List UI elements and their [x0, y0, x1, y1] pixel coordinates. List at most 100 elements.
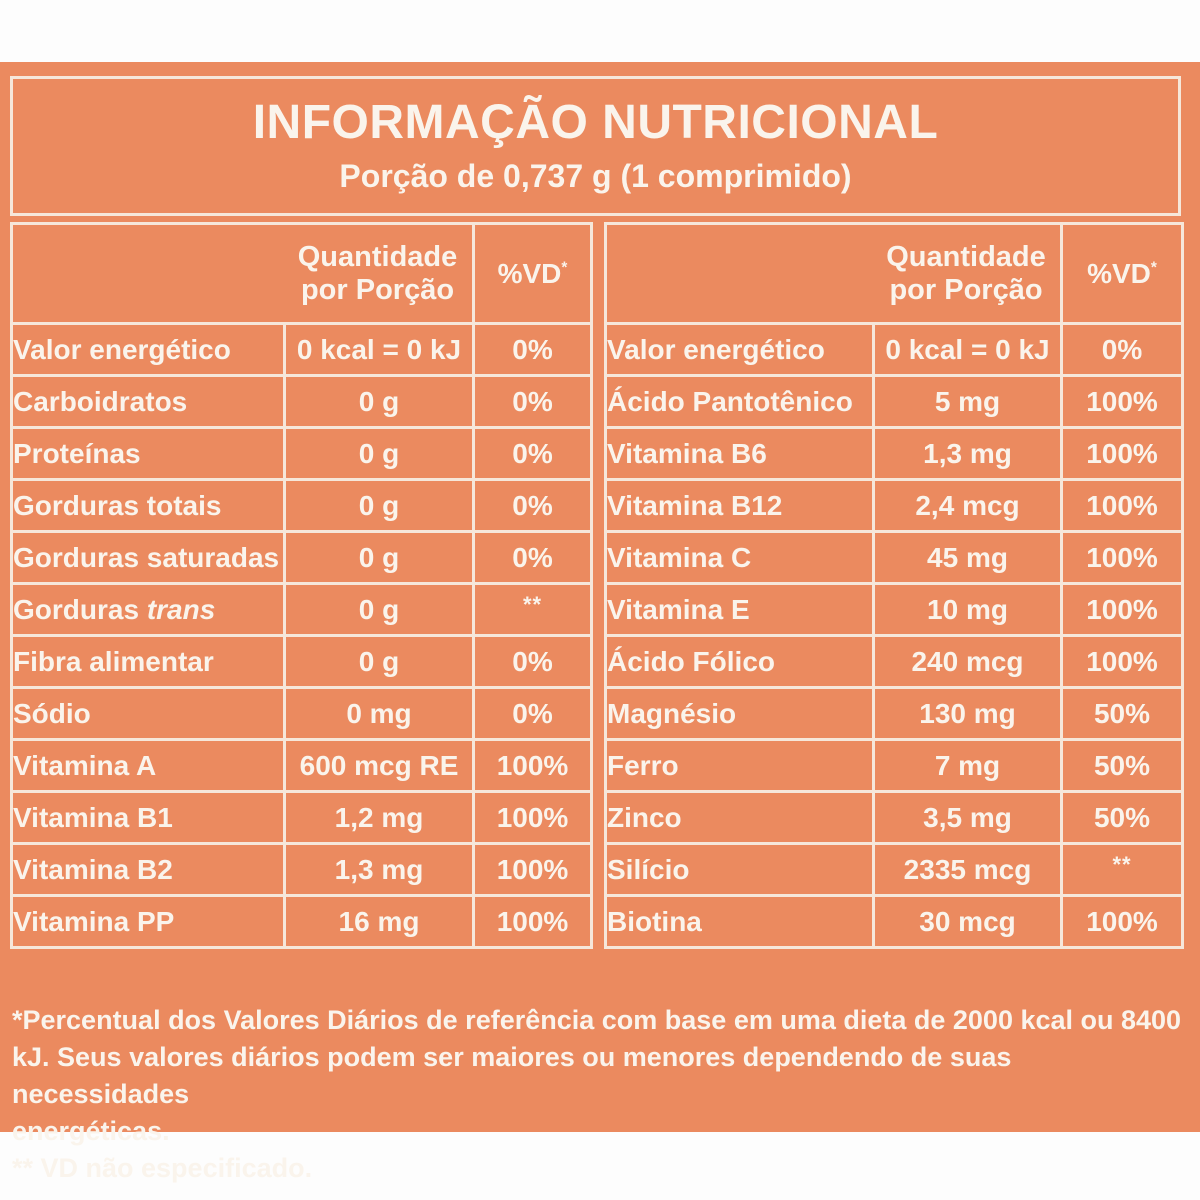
- daily-values-note-line: kJ. Seus valores diários podem ser maior…: [12, 1042, 1012, 1109]
- nutrient-dv: 50%: [1060, 738, 1184, 793]
- table-row: Vitamina E 10 mg 100%: [604, 582, 1184, 637]
- table-row: Gorduras totais 0 g 0%: [10, 478, 593, 533]
- nutrient-dv: 50%: [1060, 790, 1184, 845]
- table-row: Ácido Fólico 240 mcg 100%: [604, 634, 1184, 689]
- title-box: INFORMAÇÃO NUTRICIONAL Porção de 0,737 g…: [10, 76, 1181, 216]
- nutrient-dv: 100%: [1060, 582, 1184, 637]
- nutrition-label: INFORMAÇÃO NUTRICIONAL Porção de 0,737 g…: [0, 62, 1200, 1183]
- table-row: Sódio 0 mg 0%: [10, 686, 593, 741]
- daily-values-note-line: *Percentual dos Valores Diários de refer…: [12, 1005, 1182, 1035]
- table-row: Vitamina B12 2,4 mcg 100%: [604, 478, 1184, 533]
- nutrient-quantity: 2335 mcg: [872, 842, 1063, 897]
- nutrient-dv: 100%: [472, 738, 593, 793]
- nutrient-name: Proteínas: [10, 426, 286, 481]
- nutrient-dv: 100%: [472, 842, 593, 897]
- nutrient-dv: 0%: [472, 322, 593, 377]
- nutrient-name: Ácido Fólico: [604, 634, 875, 689]
- nutrient-quantity: 600 mcg RE: [283, 738, 475, 793]
- nutrient-name: Sódio: [10, 686, 286, 741]
- table-row: Proteínas 0 g 0%: [10, 426, 593, 481]
- nutrient-quantity: 0 g: [283, 530, 475, 585]
- nutrient-name: Vitamina B1: [10, 790, 286, 845]
- nutrient-quantity: 1,3 mg: [872, 426, 1063, 481]
- nutrient-quantity: 0 mg: [283, 686, 475, 741]
- nutrient-dv: 100%: [1060, 634, 1184, 689]
- nutrient-dv: 100%: [1060, 530, 1184, 585]
- daily-values-note-line: energéticas.: [12, 1116, 170, 1146]
- nutrient-name: Biotina: [604, 894, 875, 949]
- nutrient-dv: 0%: [472, 686, 593, 741]
- nutrient-dv: **: [472, 582, 593, 637]
- table-row: Vitamina B2 1,3 mg 100%: [10, 842, 593, 897]
- table-row: Vitamina B6 1,3 mg 100%: [604, 426, 1184, 481]
- table-row: Valor energético 0 kcal = 0 kJ 0%: [604, 322, 1184, 377]
- nutrient-name: Magnésio: [604, 686, 875, 741]
- nutrient-quantity: 1,2 mg: [283, 790, 475, 845]
- nutrient-quantity: 0 g: [283, 426, 475, 481]
- nutrient-name: Ferro: [604, 738, 875, 793]
- nutrient-name: Gorduras saturadas: [10, 530, 286, 585]
- nutrient-quantity: 45 mg: [872, 530, 1063, 585]
- nutrient-name: Valor energético: [604, 322, 875, 377]
- table-row: Silício 2335 mcg **: [604, 842, 1184, 897]
- serving-size: Porção de 0,737 g (1 comprimido): [339, 158, 852, 194]
- nutrient-name: Vitamina B2: [10, 842, 286, 897]
- nutrient-name: Valor energético: [10, 322, 286, 377]
- footnotes: *Percentual dos Valores Diários de refer…: [12, 1002, 1192, 1187]
- table-row: Biotina 30 mcg 100%: [604, 894, 1184, 949]
- table-row: Ferro 7 mg 50%: [604, 738, 1184, 793]
- nutrient-dv: 100%: [1060, 374, 1184, 429]
- nutrient-quantity: 7 mg: [872, 738, 1063, 793]
- nutrient-quantity: 0 g: [283, 374, 475, 429]
- nutrient-name: Zinco: [604, 790, 875, 845]
- nutrient-dv: 100%: [472, 894, 593, 949]
- nutrient-dv: 100%: [1060, 426, 1184, 481]
- nutrient-name: Gorduras totais: [10, 478, 286, 533]
- nutrient-dv: 50%: [1060, 686, 1184, 741]
- nutrient-name: Vitamina C: [604, 530, 875, 585]
- nutrient-name: Ácido Pantotênico: [604, 374, 875, 429]
- table-row: Vitamina C 45 mg 100%: [604, 530, 1184, 585]
- table-row: Vitamina PP 16 mg 100%: [10, 894, 593, 949]
- nutrient-quantity: 130 mg: [872, 686, 1063, 741]
- nutrient-name: Carboidratos: [10, 374, 286, 429]
- table-header-row: Quantidade por Porção %VD*: [10, 222, 593, 325]
- nutrient-quantity: 240 mcg: [872, 634, 1063, 689]
- nutrient-dv: 0%: [472, 478, 593, 533]
- nutrient-name: Vitamina B12: [604, 478, 875, 533]
- nutrient-name: Vitamina PP: [10, 894, 286, 949]
- quantity-header-cell: Quantidade por Porção: [604, 222, 1063, 325]
- nutrition-table-left: Quantidade por Porção %VD* Valor energét…: [10, 222, 593, 949]
- table-row: Valor energético 0 kcal = 0 kJ 0%: [10, 322, 593, 377]
- table-row: Gorduras trans 0 g **: [10, 582, 593, 637]
- nutrient-quantity: 2,4 mcg: [872, 478, 1063, 533]
- nutrient-quantity: 0 g: [283, 634, 475, 689]
- page-title: INFORMAÇÃO NUTRICIONAL: [252, 96, 939, 149]
- vd-header: %VD*: [472, 222, 593, 325]
- nutrient-quantity: 0 kcal = 0 kJ: [872, 322, 1063, 377]
- nutrient-dv: 0%: [1060, 322, 1184, 377]
- nutrient-quantity: 16 mg: [283, 894, 475, 949]
- nutrient-name: Vitamina B6: [604, 426, 875, 481]
- table-header-row: Quantidade por Porção %VD*: [604, 222, 1184, 325]
- nutrient-quantity: 0 kcal = 0 kJ: [283, 322, 475, 377]
- nutrient-dv: 100%: [472, 790, 593, 845]
- nutrient-name: Fibra alimentar: [10, 634, 286, 689]
- nutrient-dv: 0%: [472, 374, 593, 429]
- nutrient-dv: 100%: [1060, 478, 1184, 533]
- table-row: Ácido Pantotênico 5 mg 100%: [604, 374, 1184, 429]
- nutrient-dv: 0%: [472, 634, 593, 689]
- nutrient-name: Silício: [604, 842, 875, 897]
- nutrient-quantity: 1,3 mg: [283, 842, 475, 897]
- quantity-header: Quantidade por Porção: [886, 241, 1046, 306]
- nutrient-quantity: 0 g: [283, 582, 475, 637]
- table-row: Zinco 3,5 mg 50%: [604, 790, 1184, 845]
- table-row: Vitamina B1 1,2 mg 100%: [10, 790, 593, 845]
- nutrient-dv: **: [1060, 842, 1184, 897]
- nutrient-quantity: 10 mg: [872, 582, 1063, 637]
- table-row: Carboidratos 0 g 0%: [10, 374, 593, 429]
- nutrient-quantity: 30 mcg: [872, 894, 1063, 949]
- quantity-header-cell: Quantidade por Porção: [10, 222, 475, 325]
- nutrient-name: Gorduras trans: [10, 582, 286, 637]
- nutrition-table-right: Quantidade por Porção %VD* Valor energét…: [604, 222, 1184, 949]
